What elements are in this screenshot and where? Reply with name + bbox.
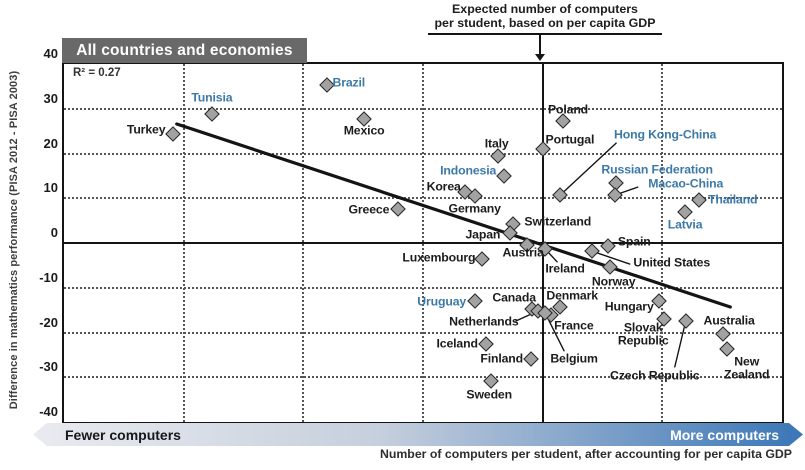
y-tick-label: -10 (39, 269, 58, 285)
point-label-mexico: Mexico (343, 123, 385, 138)
point-label-luxembourg: Luxembourg (402, 250, 476, 265)
point-label-netherlands: Netherlands (449, 314, 519, 329)
trend-line (175, 122, 732, 309)
point-label-new-zealand: New Zealand (723, 354, 770, 382)
point-label-germany: Germany (448, 201, 501, 216)
point-label-iceland: Iceland (436, 336, 478, 351)
annotation-line-1: Expected number of computers (452, 2, 638, 16)
point-label-macao-china: Macao-China (648, 176, 724, 191)
point-label-uruguay: Uruguay (417, 294, 467, 309)
y-tick-label: 30 (43, 90, 58, 106)
point-label-belgium: Belgium (550, 351, 598, 366)
y-tick-label: 40 (43, 46, 58, 61)
expected-computers-annotation: Expected number of computers per student… (412, 2, 678, 31)
point-label-hungary: Hungary (604, 299, 654, 314)
label-connector-hong-kong-china (559, 142, 617, 196)
point-label-tunisia: Tunisia (191, 90, 233, 105)
down-arrow-shaft (539, 35, 541, 55)
point-label-united-states: United States (633, 255, 711, 270)
zero-line (64, 242, 782, 244)
down-arrow-icon (535, 54, 545, 61)
fewer-computers-label: Fewer computers (65, 426, 181, 443)
label-connector-united-states (591, 250, 631, 265)
point-label-canada: Canada (492, 290, 536, 305)
annotation-line-2: per student, based on per capita GDP (434, 15, 656, 30)
x-axis-caption: Number of computers per student, after a… (379, 447, 792, 461)
point-label-czech-republic: Czech Republic (610, 368, 700, 383)
y-tick-label: -20 (39, 314, 58, 330)
point-label-latvia: Latvia (667, 217, 703, 232)
y-tick-label: 0 (50, 225, 58, 240)
y-tick-label: 10 (43, 180, 58, 196)
point-label-portugal: Portugal (545, 132, 595, 147)
point-label-slovak-republic: Slovak Republic (617, 320, 669, 348)
point-label-denmark: Denmark (546, 288, 598, 303)
x-axis-gradient-arrow: Fewer computers More computers (33, 423, 803, 446)
point-label-turkey: Turkey (126, 122, 166, 137)
point-label-greece: Greece (348, 202, 390, 217)
annotation-underline (428, 33, 662, 35)
point-label-russian-federation: Russian Federation (601, 162, 713, 177)
point-label-sweden: Sweden (466, 387, 512, 402)
more-computers-label: More computers (670, 426, 779, 443)
chart-title-box: All countries and economies (62, 38, 307, 63)
label-connector-czech-republic (674, 320, 687, 368)
point-label-spain: Spain (617, 234, 651, 249)
point-label-hong-kong-china: Hong Kong-China (614, 127, 717, 142)
point-label-norway: Norway (591, 274, 636, 289)
point-label-switzerland: Switzerland (524, 214, 592, 229)
point-label-korea: Korea (426, 179, 461, 194)
point-label-australia: Australia (703, 313, 755, 328)
point-label-finland: Finland (480, 351, 524, 366)
plot-area: 40 30 20 10 0 -10 -20 -30 -40 Turkey Tunisia Brazil… (39, 47, 784, 424)
y-tick-label: -30 (39, 359, 58, 375)
point-label-ireland: Ireland (545, 261, 585, 276)
y-tick-label: 20 (43, 135, 58, 151)
point-label-thailand: Thailand (708, 192, 758, 207)
point-label-italy: Italy (484, 136, 509, 151)
point-label-indonesia: Indonesia (440, 163, 497, 178)
point-label-austria: Austria (502, 245, 544, 260)
y-tick-label: -40 (39, 404, 58, 419)
point-label-france: France (554, 318, 594, 333)
point-label-poland: Poland (547, 102, 589, 117)
point-label-brazil: Brazil (332, 75, 366, 90)
r-squared-label: R² = 0.27 (73, 67, 121, 79)
point-label-japan: Japan (465, 227, 501, 242)
